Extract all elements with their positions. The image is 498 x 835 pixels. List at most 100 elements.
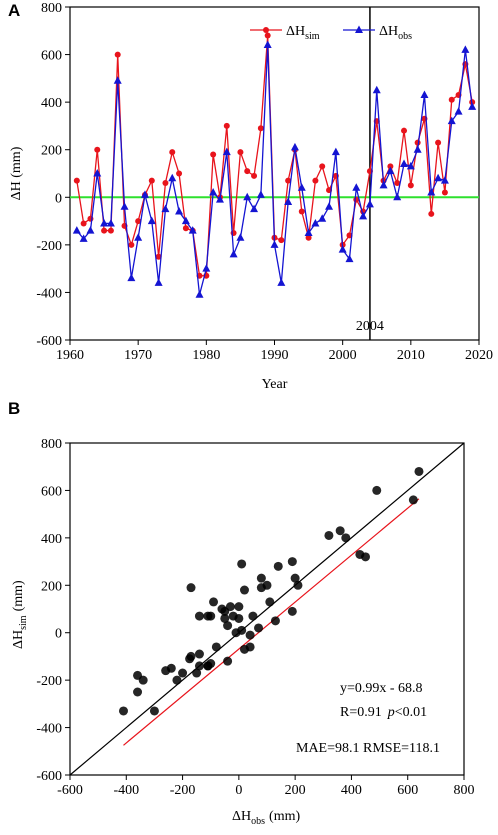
point — [414, 466, 424, 476]
identity-line — [69, 442, 465, 776]
point — [161, 666, 171, 676]
point — [231, 628, 241, 638]
x-tick-label: 2000 — [329, 348, 357, 363]
legend-marker — [263, 27, 269, 33]
point — [237, 559, 247, 569]
y-axis-label-part: ΔH — [11, 630, 26, 649]
point — [237, 149, 244, 156]
point — [290, 573, 300, 583]
point — [188, 226, 197, 234]
point — [223, 122, 230, 129]
x-tick-label: 600 — [397, 783, 418, 798]
point — [441, 189, 448, 196]
point — [94, 146, 101, 153]
point — [118, 706, 128, 716]
point — [225, 602, 235, 612]
point — [195, 290, 204, 298]
point — [149, 706, 159, 716]
point — [468, 102, 477, 110]
point — [134, 233, 143, 241]
point — [133, 687, 143, 697]
y-tick-label: 400 — [41, 532, 62, 547]
x-axis-label: ΔHobs (mm) — [232, 809, 300, 827]
point — [435, 139, 442, 146]
point — [287, 557, 297, 567]
y-tick-label: -200 — [36, 239, 62, 254]
point — [352, 183, 361, 191]
point — [447, 116, 456, 125]
point — [223, 621, 233, 631]
x-axis-label-part: ΔH — [232, 809, 251, 824]
point — [305, 234, 312, 241]
point — [128, 241, 135, 248]
point — [331, 147, 340, 156]
point — [194, 661, 204, 671]
point — [186, 651, 196, 661]
point — [106, 218, 115, 227]
point — [297, 183, 306, 191]
panel-label: B — [8, 399, 20, 418]
point — [278, 237, 285, 244]
y-tick-label: -400 — [36, 286, 62, 301]
x-tick-label: 0 — [235, 783, 242, 798]
point — [73, 177, 80, 184]
point — [448, 96, 455, 103]
point — [365, 199, 374, 208]
point — [169, 149, 176, 156]
point — [341, 533, 351, 543]
x-tick-label: -200 — [170, 783, 196, 798]
legend-marker — [355, 25, 363, 33]
plot-frame — [69, 442, 465, 776]
point — [355, 549, 365, 559]
point — [234, 613, 244, 623]
point — [147, 216, 156, 225]
point — [211, 642, 221, 652]
y-tick-label: 800 — [41, 1, 62, 16]
point — [338, 245, 347, 253]
y-axis-label: ΔH (mm) — [9, 146, 24, 200]
point — [234, 602, 244, 612]
point — [161, 204, 170, 213]
point — [335, 526, 345, 536]
point — [372, 485, 382, 495]
legend-label-part: ΔH — [286, 24, 305, 39]
y-tick-label: 200 — [41, 144, 62, 159]
y-tick-label: 600 — [41, 49, 62, 64]
point — [359, 211, 368, 220]
point — [239, 644, 249, 654]
point — [257, 125, 264, 132]
x-tick-label: 400 — [341, 783, 362, 798]
legend-label-part: ΔH — [379, 24, 398, 39]
point — [176, 170, 183, 177]
point — [372, 85, 381, 94]
point — [182, 225, 189, 232]
point — [215, 195, 224, 203]
point — [290, 142, 299, 151]
point — [209, 188, 218, 196]
point — [263, 40, 272, 49]
point — [428, 210, 435, 217]
point — [162, 180, 169, 187]
point — [454, 107, 463, 115]
x-axis-label: Year — [262, 377, 288, 392]
point — [239, 585, 249, 595]
point — [304, 228, 313, 236]
x-tick-label: 800 — [454, 783, 475, 798]
y-tick-label: -600 — [36, 769, 62, 784]
point — [220, 613, 230, 623]
point — [319, 163, 326, 170]
point — [293, 580, 303, 590]
x-tick-label: 1980 — [192, 348, 220, 363]
correlation-part: R=0.91 — [340, 705, 382, 720]
point — [79, 234, 88, 242]
point — [202, 264, 211, 272]
x-axis-label-part: obs — [251, 816, 265, 827]
point — [273, 561, 283, 571]
point — [155, 253, 162, 260]
point — [440, 176, 449, 184]
correlation-part: <0.01 — [395, 705, 427, 720]
point — [244, 168, 251, 175]
correlation-part: p — [387, 705, 395, 720]
legend-label: ΔHsim — [286, 24, 320, 42]
point — [114, 51, 121, 58]
